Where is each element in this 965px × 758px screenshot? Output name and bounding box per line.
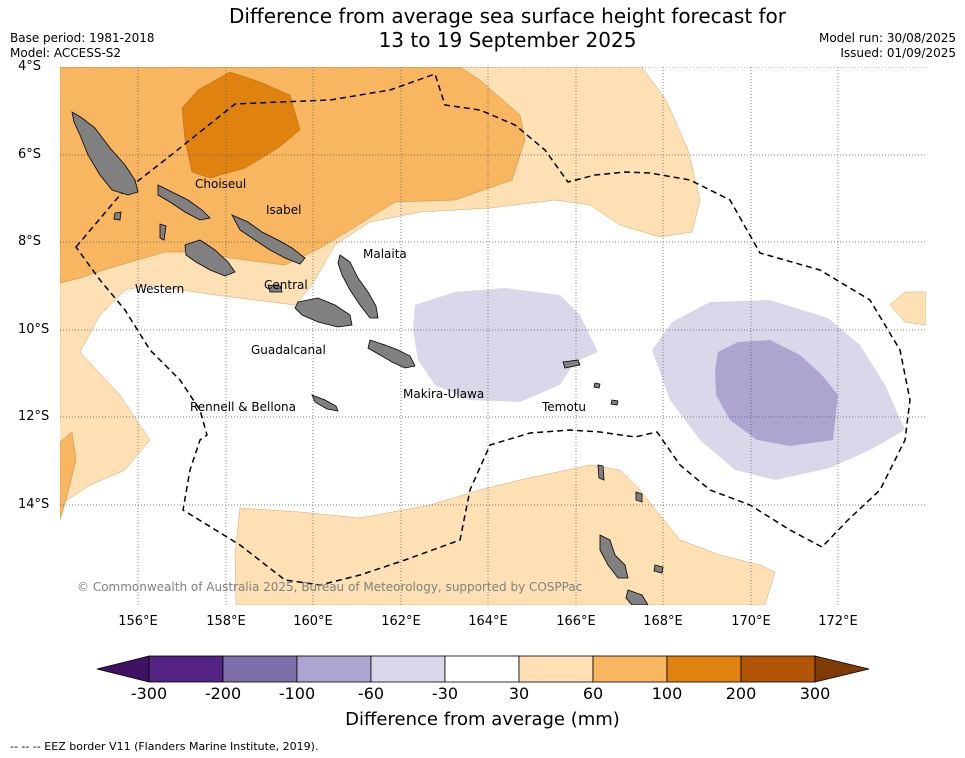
land xyxy=(71,111,664,605)
title-line-2: 13 to 19 September 2025 xyxy=(378,28,637,52)
lat-label-10s: 10°S xyxy=(18,322,50,337)
colorbar-segment-3 xyxy=(296,655,372,683)
anomaly-100-200 xyxy=(181,71,301,179)
meta-left: Base period: 1981-2018 Model: ACCESS-S2 xyxy=(10,31,155,61)
lat-label-8s: 8°S xyxy=(18,234,42,249)
colorbar-segment-7 xyxy=(592,655,668,683)
place-central: Central xyxy=(264,278,308,292)
lon-label-156e: 156°E xyxy=(118,614,158,629)
lon-label-170e: 170°E xyxy=(731,614,771,629)
colorbar-tick-3: -60 xyxy=(357,684,385,703)
rennell-island xyxy=(311,394,339,412)
lat-label-4s: 4°S xyxy=(18,59,42,74)
meta-right: Model run: 30/08/2025 Issued: 01/09/2025 xyxy=(819,31,956,61)
colorbar-segment-4 xyxy=(370,655,446,683)
vanuatu-island-3 xyxy=(653,564,664,574)
colorbar-segment-1 xyxy=(148,655,224,683)
graticule xyxy=(60,67,926,605)
colorbar-tick-9: 300 xyxy=(799,684,831,703)
lon-label-172e: 172°E xyxy=(818,614,858,629)
colorbar-tick-5: 30 xyxy=(508,684,530,703)
eez-border xyxy=(75,73,911,586)
vanuatu-island-1 xyxy=(599,534,629,579)
place-choiseul: Choiseul xyxy=(195,177,247,191)
issued-date: Issued: 01/09/2025 xyxy=(840,46,956,60)
lat-label-14s: 14°S xyxy=(18,497,50,512)
place-western: Western xyxy=(135,282,185,296)
place-isabel: Isabel xyxy=(266,203,302,217)
anomaly-30-60-east-edge xyxy=(889,291,926,326)
vanuatu-island-4 xyxy=(635,491,643,503)
lon-label-162e: 162°E xyxy=(381,614,421,629)
anomaly-neg60-100 xyxy=(715,340,838,446)
copyright-notice: © Commonwealth of Australia 2025, Bureau… xyxy=(77,580,583,594)
map-area xyxy=(60,67,926,605)
new-georgia-islands xyxy=(184,239,236,277)
colorbar xyxy=(96,655,870,683)
isabel-island xyxy=(231,214,306,265)
eez-footnote: -- -- -- EEZ border V11 (Flanders Marine… xyxy=(10,740,319,753)
guadalcanal-island xyxy=(294,297,353,328)
place-malaita: Malaita xyxy=(363,247,407,261)
vanuatu-island-5 xyxy=(597,464,605,481)
lon-label-160e: 160°E xyxy=(293,614,333,629)
colorbar-segment-5 xyxy=(444,655,520,683)
colorbar-tick-4: -30 xyxy=(431,684,459,703)
temotu-island xyxy=(562,359,581,369)
colorbar-segment-6 xyxy=(518,655,594,683)
colorbar-extend-low xyxy=(96,655,150,683)
place-guadalcanal: Guadalcanal xyxy=(251,343,326,357)
lon-label-168e: 168°E xyxy=(643,614,683,629)
colorbar-tick-0: -300 xyxy=(130,684,168,703)
model-name: Model: ACCESS-S2 xyxy=(10,46,122,60)
small-island-east xyxy=(610,399,619,406)
colorbar-tick-7: 100 xyxy=(651,684,683,703)
place-rennell-bellona: Rennell & Bellona xyxy=(190,400,297,414)
colorbar-segment-8 xyxy=(666,655,742,683)
bougainville-island xyxy=(71,111,139,196)
choiseul-island xyxy=(157,184,211,221)
lat-label-12s: 12°S xyxy=(18,409,50,424)
colorbar-tick-8: 200 xyxy=(725,684,757,703)
place-makira-ulawa: Makira-Ulawa xyxy=(403,387,485,401)
small-island-east-2 xyxy=(593,382,601,389)
lon-label-164e: 164°E xyxy=(468,614,508,629)
colorbar-label: Difference from average (mm) xyxy=(345,709,620,730)
colorbar-segment-2 xyxy=(222,655,298,683)
small-island-shortlands xyxy=(113,211,122,221)
lat-label-6s: 6°S xyxy=(18,147,42,162)
base-period: Base period: 1981-2018 xyxy=(10,31,155,45)
model-run: Model run: 30/08/2025 xyxy=(818,31,956,45)
makira-island xyxy=(367,339,416,369)
place-temotu: Temotu xyxy=(542,400,587,414)
central-islands xyxy=(267,284,283,293)
lon-label-166e: 166°E xyxy=(556,614,596,629)
anomaly-neg30-60-center xyxy=(413,288,598,402)
colorbar-extend-high xyxy=(814,655,870,683)
colorbar-tick-2: -100 xyxy=(278,684,316,703)
colorbar-tick-1: -200 xyxy=(204,684,242,703)
anomaly-60-100-north xyxy=(60,67,526,284)
small-island-western xyxy=(159,223,167,241)
title-line-1: Difference from average sea surface heig… xyxy=(228,4,787,28)
chart-title: Difference from average sea surface heig… xyxy=(0,4,965,52)
vanuatu-island-2 xyxy=(625,589,649,605)
malaita-island xyxy=(337,254,379,319)
colorbar-tick-6: 60 xyxy=(582,684,604,703)
anomaly-60-100-west-edge xyxy=(60,431,77,521)
lon-label-158e: 158°E xyxy=(206,614,246,629)
colorbar-segment-9 xyxy=(740,655,816,683)
